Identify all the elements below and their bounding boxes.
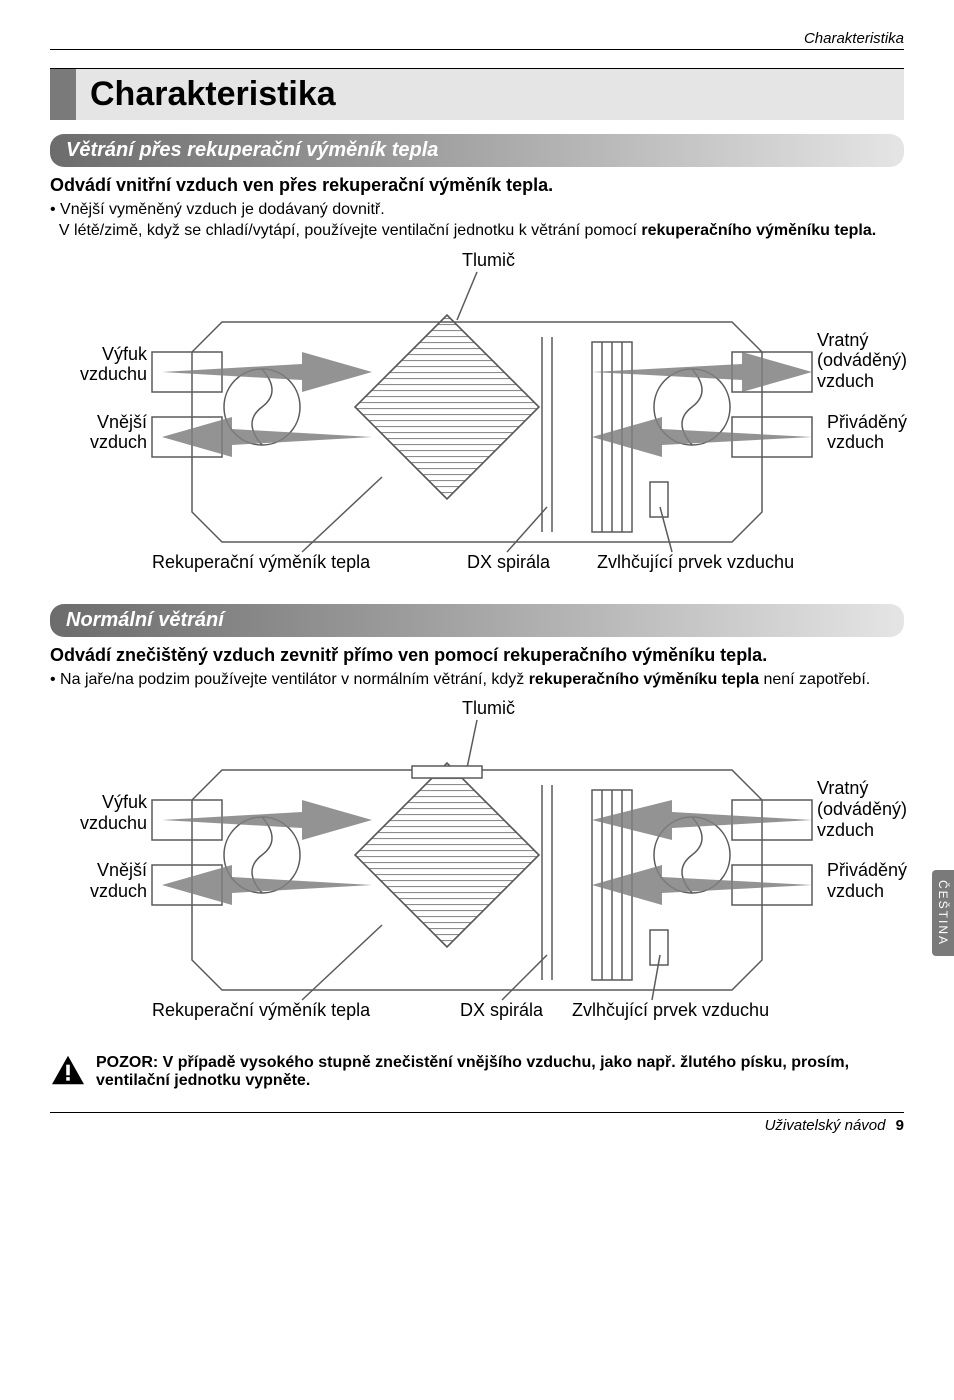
warning-icon: [50, 1054, 86, 1086]
section1-body: • Vnější vyměněný vzduch je dodávaný dov…: [50, 200, 904, 242]
section1-strong: rekuperačního výměníku tepla.: [641, 222, 876, 239]
lbl-vyfuk-1: Výfukvzduchu: [67, 344, 147, 385]
lbl-rekuper-1: Rekuperační výměník tepla: [152, 552, 370, 573]
lbl-rekuper-2: Rekuperační výměník tepla: [152, 1000, 370, 1021]
lbl-dx-2: DX spirála: [460, 1000, 543, 1021]
diagram-heat-exchange: Tlumič Výfukvzduchu Vnějšívzduch Vratný(…: [52, 252, 902, 592]
section2-b1a: • Na jaře/na podzim používejte ventiláto…: [50, 671, 529, 688]
section2-pill: Normální větrání: [50, 604, 904, 637]
lbl-zvlh-2: Zvlhčující prvek vzduchu: [572, 1000, 769, 1021]
running-header: Charakteristika: [50, 30, 904, 50]
lbl-vnejsi-1: Vnějšívzduch: [67, 412, 147, 453]
title-accent-bar: [50, 69, 76, 120]
lbl-vyfuk-2: Výfukvzduchu: [67, 792, 147, 833]
section2-heading: Odvádí znečištěný vzduch zevnitř přímo v…: [50, 645, 904, 666]
section1-body1: V létě/zimě, když se chladí/vytápí, použ…: [59, 222, 642, 239]
footer-label: Uživatelský návod: [765, 1117, 886, 1134]
section1-heading: Odvádí vnitřní vzduch ven přes rekuperač…: [50, 175, 904, 196]
section2-b1c: není zapotřebí.: [759, 671, 870, 688]
lbl-dx-1: DX spirála: [467, 552, 550, 573]
section1-bullet-lead: • Vnější vyměněný vzduch je dodávaný dov…: [50, 201, 385, 218]
section1-pill: Větrání přes rekuperační výměník tepla: [50, 134, 904, 167]
diagram-normal-vent: Tlumič Výfukvzduchu Vnějšívzduch Vratný(…: [52, 700, 902, 1040]
section2-body: • Na jaře/na podzim používejte ventiláto…: [50, 670, 904, 691]
footer-page: 9: [896, 1117, 904, 1134]
lbl-tlumic-1: Tlumič: [462, 250, 515, 271]
lbl-zvlh-1: Zvlhčující prvek vzduchu: [597, 552, 794, 573]
lbl-privad-2: Přiváděnývzduch: [827, 860, 907, 901]
section2-b1b: rekuperačního výměníku tepla: [529, 671, 759, 688]
warning-text: POZOR: V případě vysokého stupně znečist…: [96, 1054, 904, 1090]
language-side-tab: ČEŠTINA: [932, 870, 954, 956]
lbl-vnejsi-2: Vnějšívzduch: [67, 860, 147, 901]
diagram2-svg: [52, 700, 902, 1040]
lbl-tlumic-2: Tlumič: [462, 698, 515, 719]
diagram1-svg: [52, 252, 902, 592]
lbl-privad-1: Přiváděnývzduch: [827, 412, 907, 453]
warning-row: POZOR: V případě vysokého stupně znečist…: [50, 1054, 904, 1090]
lbl-vratny-1: Vratný(odváděný)vzduch: [817, 330, 907, 392]
page-title: Charakteristika: [76, 69, 350, 120]
page-title-row: Charakteristika: [50, 68, 904, 120]
lbl-vratny-2: Vratný(odváděný)vzduch: [817, 778, 907, 840]
page-footer: Uživatelský návod 9: [50, 1112, 904, 1134]
